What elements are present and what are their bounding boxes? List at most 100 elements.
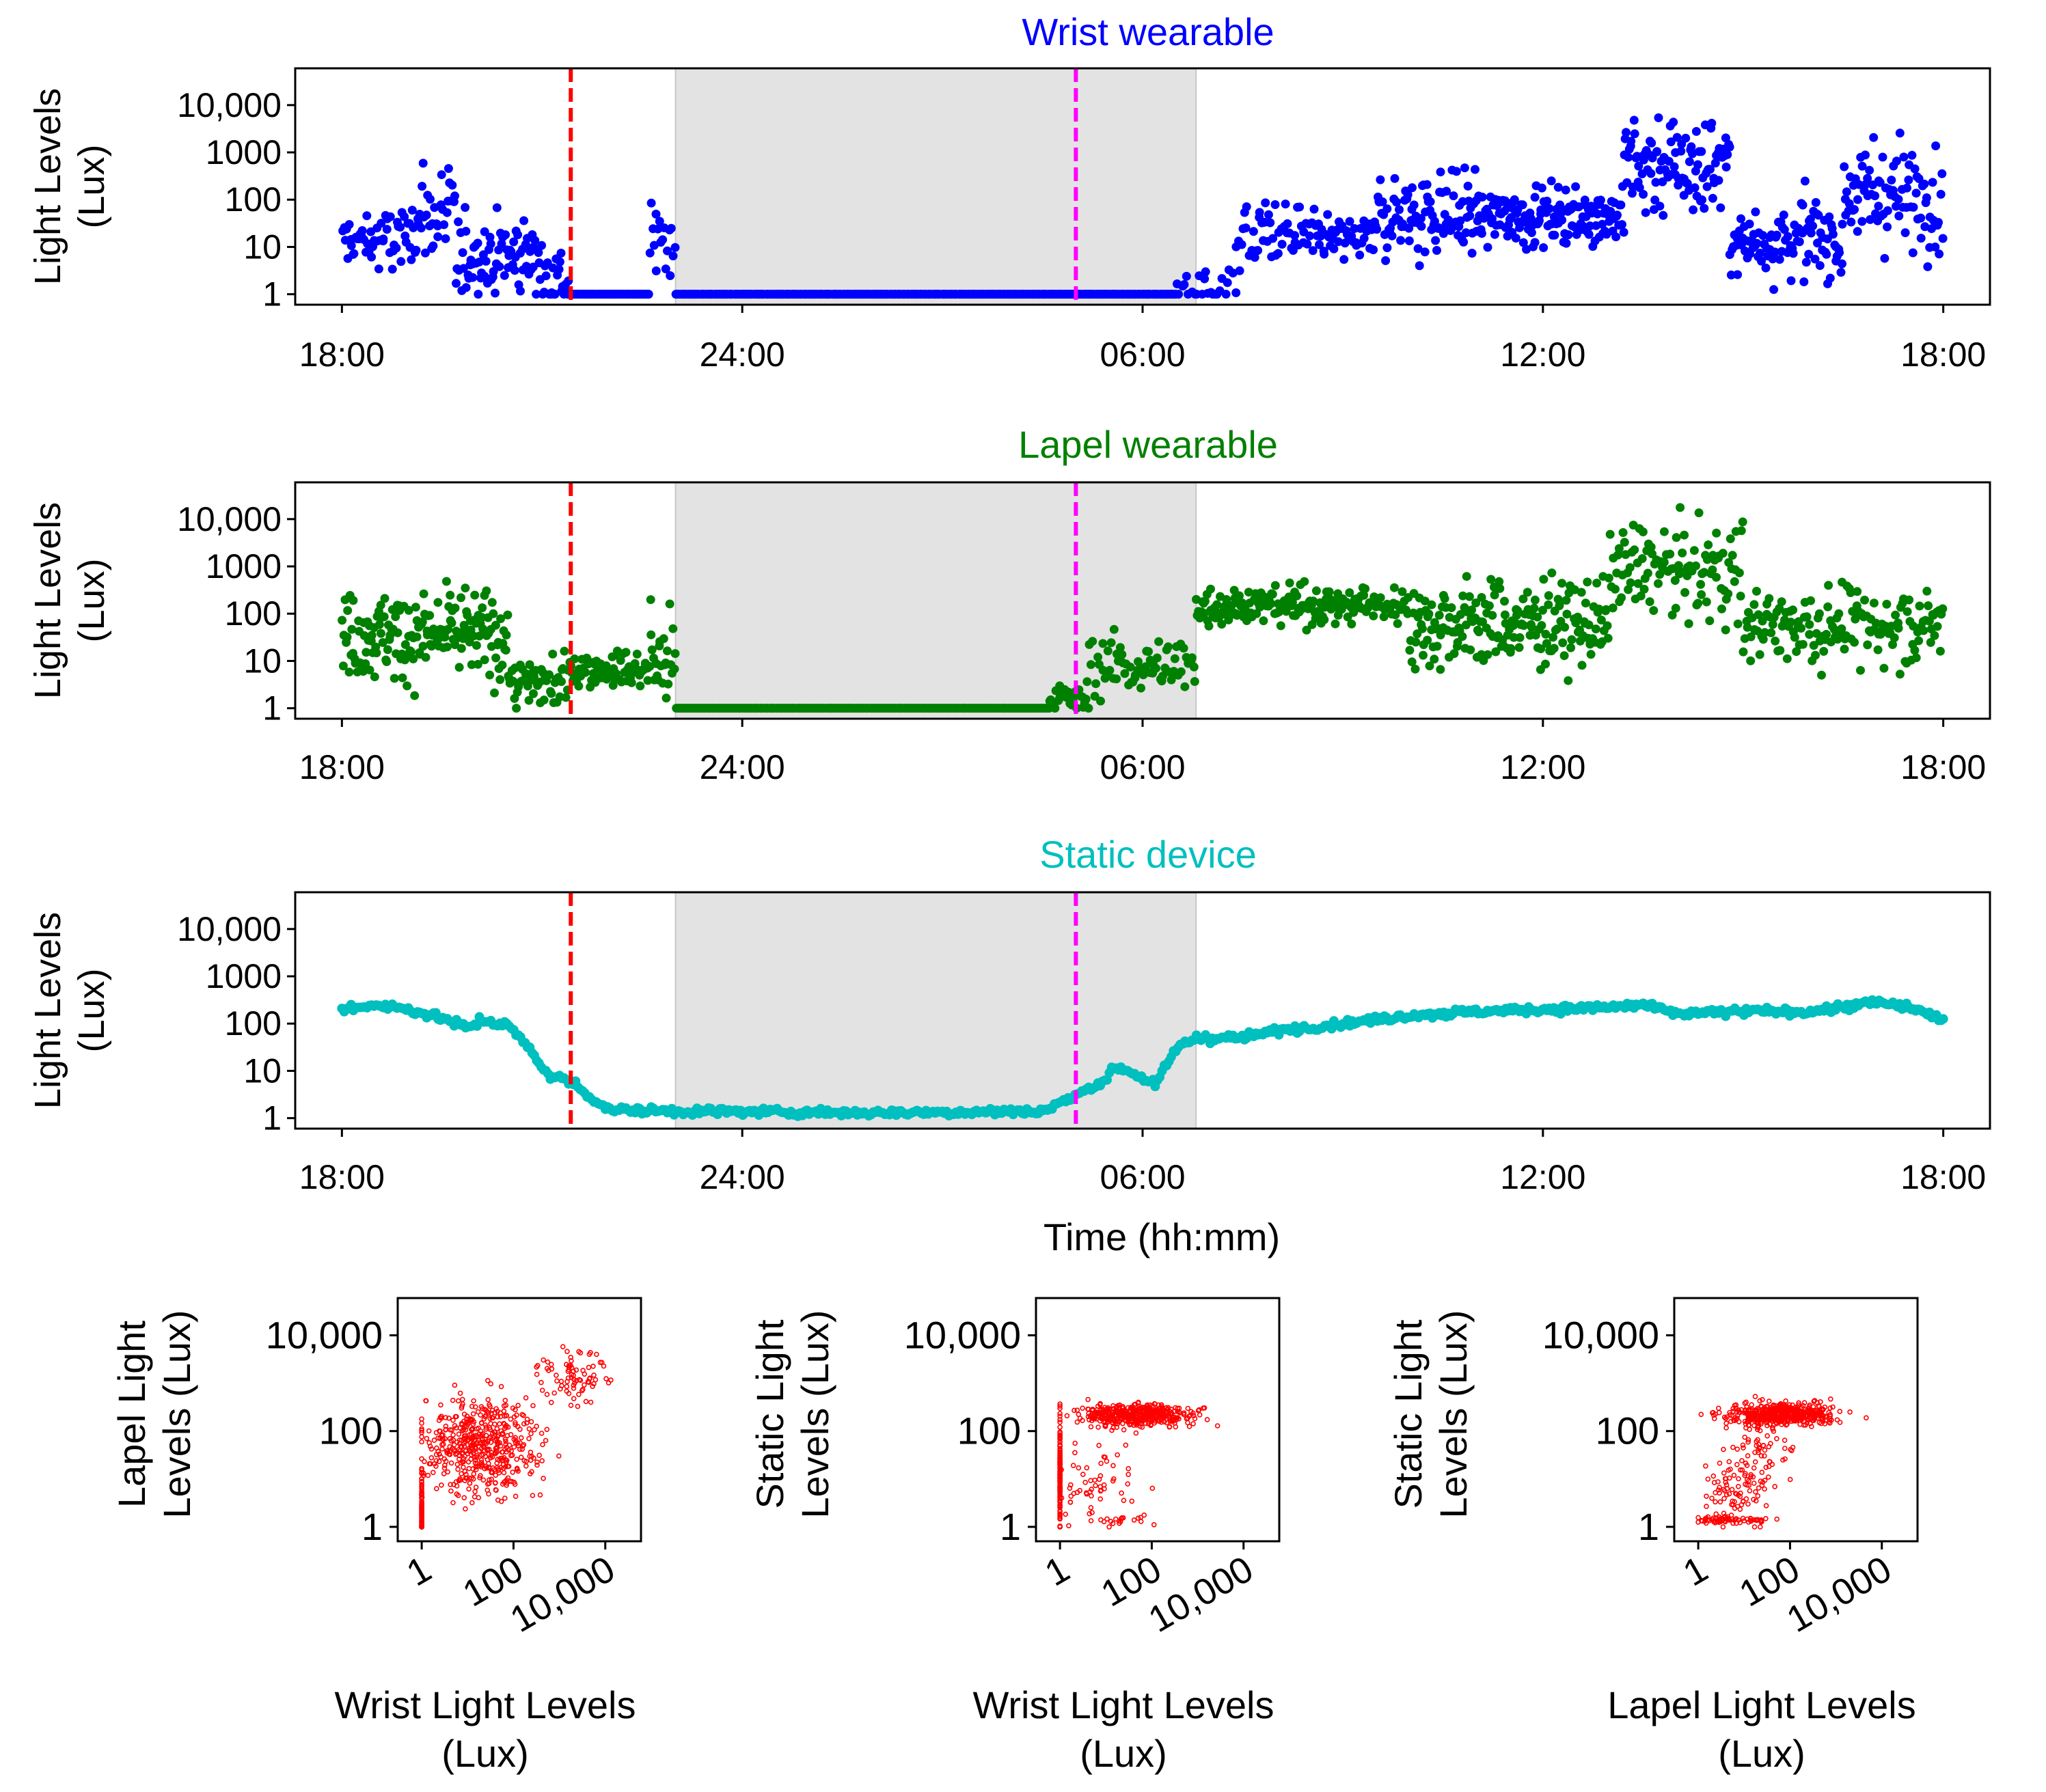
data-point [1118,1414,1124,1419]
data-point [1223,278,1232,288]
data-point [1361,584,1370,594]
data-point [1938,234,1948,243]
data-point [1930,631,1939,640]
data-point [1221,290,1231,299]
y-tick-label: 10,000 [177,910,282,948]
data-point [497,239,506,249]
data-point [444,164,453,174]
data-point [539,1458,545,1463]
data-point [1407,657,1417,667]
data-point [1339,255,1349,264]
data-point [556,1453,562,1459]
data-point [1464,592,1474,601]
data-point [474,1455,480,1460]
data-point [1926,637,1935,647]
data-point [1811,197,1820,207]
data-point [1115,1452,1120,1458]
data-point [1082,677,1092,687]
data-point [488,1421,493,1426]
data-point [1084,704,1093,713]
data-point [1087,1489,1093,1495]
data-point [1911,189,1921,198]
data-point [1869,598,1879,608]
data-point [418,617,427,626]
data-point [1436,665,1445,674]
data-point [646,595,655,605]
data-point [1086,660,1095,670]
data-point [564,1349,570,1354]
data-point [1761,263,1771,273]
data-point [1806,596,1816,605]
data-point [419,1427,424,1433]
data-point [1801,258,1811,267]
data-point [1084,1491,1089,1497]
data-point [466,1486,472,1492]
data-point [1768,620,1777,629]
axes-frame [1035,1297,1281,1543]
data-point [1190,677,1199,686]
data-point [490,1465,496,1471]
data-point [1276,621,1285,631]
data-point [502,1436,508,1442]
data-point [1167,675,1176,685]
data-point [377,629,385,638]
data-point [1652,147,1662,156]
data-point [456,593,465,603]
data-point [1919,626,1928,635]
data-point [664,679,673,689]
data-point [391,612,400,622]
data-point [476,1448,482,1454]
data-point [1681,133,1691,143]
data-point [601,1363,607,1369]
data-point [1571,182,1581,191]
data-point [447,618,456,628]
data-point [1151,1522,1157,1528]
data-point [1145,1405,1151,1411]
data-point [482,586,491,596]
data-point [396,223,405,232]
data-point [474,290,483,299]
data-point [1633,579,1643,588]
data-point [1266,218,1275,228]
data-point [1746,656,1756,665]
data-point [1477,193,1487,202]
data-point [1113,1516,1119,1522]
data-point [1678,548,1687,557]
data-point [1822,249,1831,259]
data-point [1775,646,1785,655]
data-point [1408,183,1417,193]
data-point [1379,612,1389,622]
data-point [1345,588,1354,597]
data-point [1093,1483,1098,1489]
data-point [377,219,386,228]
data-point [1641,208,1650,217]
data-point [500,271,509,280]
data-point [1728,551,1737,560]
data-point [1805,620,1814,629]
data-point [461,583,470,593]
data-point [1432,642,1442,651]
data-point [474,258,484,266]
data-point [502,1495,508,1501]
data-point [1790,633,1799,642]
data-point [418,642,428,651]
data-point [1324,587,1334,596]
data-point [1138,670,1148,680]
data-point [504,1413,510,1418]
data-point [450,1500,456,1506]
data-point [1700,204,1709,213]
data-point [450,1397,456,1403]
data-point [1449,191,1458,201]
data-point [436,1418,442,1423]
data-point [1838,259,1846,268]
data-point [1553,182,1563,192]
data-point [1758,616,1767,626]
data-point [1814,210,1823,220]
data-point [531,1455,536,1461]
data-point [493,1472,499,1478]
data-point [574,681,584,691]
data-point [1745,219,1754,229]
data-points [1695,1394,1869,1530]
data-point [1323,210,1333,219]
data-point [1106,1406,1111,1412]
